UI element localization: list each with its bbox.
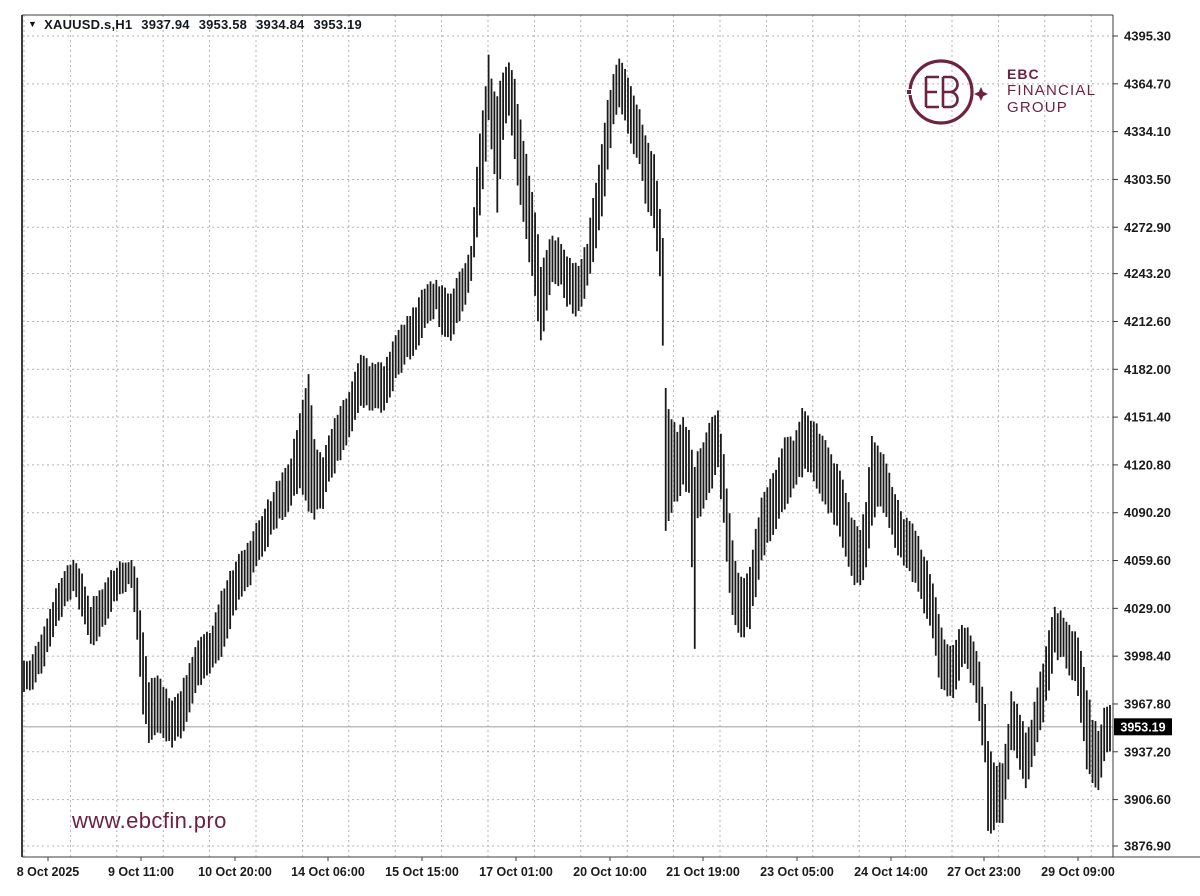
time-axis-label: 8 Oct 2025: [17, 865, 80, 879]
time-axis-label: 14 Oct 06:00: [291, 865, 365, 879]
time-axis-label: 10 Oct 20:00: [198, 865, 272, 879]
logo-line-ebc: EBC: [1007, 66, 1040, 83]
logo-line-financial: FINANCIAL: [1007, 82, 1097, 100]
price-tick-label: 4243.20: [1124, 266, 1171, 281]
price-tick-label: 4303.50: [1124, 172, 1171, 187]
ohlc-high-value: 3953.58: [198, 17, 248, 32]
time-axis-label: 17 Oct 01:00: [479, 865, 553, 879]
time-axis-label: 20 Oct 10:00: [573, 865, 647, 879]
price-tick-label: 4395.30: [1124, 29, 1171, 44]
price-tick-label: 4364.70: [1124, 76, 1171, 91]
price-tick-label: 4059.60: [1124, 553, 1171, 568]
price-tick-label: 4334.10: [1124, 124, 1171, 139]
logo-line-group: GROUP: [1007, 98, 1069, 116]
price-tick-label: 4151.40: [1124, 410, 1171, 425]
price-tick-label: 4090.20: [1124, 505, 1171, 520]
price-tick-label: 4029.00: [1124, 601, 1171, 616]
price-tick-label: 3937.20: [1124, 744, 1171, 759]
price-tick-label: 3998.40: [1124, 649, 1171, 664]
ebc-logo: EBC FINANCIAL GROUP: [905, 56, 1096, 128]
price-tick-label: 3967.80: [1124, 696, 1171, 711]
grid: [22, 15, 1113, 857]
price-tick-label: 3906.60: [1124, 792, 1171, 807]
symbol-dropdown-icon[interactable]: ▼: [28, 19, 38, 29]
price-tick-label: 4212.60: [1124, 314, 1171, 329]
time-axis-label: 23 Oct 05:00: [760, 865, 834, 879]
time-axis-label: 21 Oct 19:00: [666, 865, 740, 879]
time-axis-label: 27 Oct 23:00: [947, 865, 1021, 879]
ohlc-low-value: 3934.84: [256, 17, 305, 32]
time-axis-label: 15 Oct 15:00: [385, 865, 459, 879]
price-tick-label: 3876.90: [1124, 839, 1171, 854]
time-axis-label: 29 Oct 09:00: [1041, 865, 1115, 879]
symbol-period-label: XAUUSD.s,H1: [44, 17, 133, 32]
ebc-logo-mark: [906, 59, 988, 125]
ebc-logo-text: EBC FINANCIAL GROUP: [1007, 67, 1096, 116]
price-tick-label: 4272.90: [1124, 220, 1171, 235]
current-price-badge-label: 3953.19: [1120, 720, 1165, 734]
price-tick-label: 4120.80: [1124, 457, 1171, 472]
ohlc-open-value: 3937.94: [141, 17, 190, 32]
current-price-badge: [1114, 718, 1172, 736]
watermark-text: www.ebcfin.pro: [72, 808, 227, 833]
price-tick-label: 4182.00: [1124, 362, 1171, 377]
time-axis-label: 9 Oct 11:00: [108, 865, 174, 879]
chart-title: ▼ XAUUSD.s,H1 3937.94 3953.58 3934.84 39…: [28, 17, 362, 32]
price-bars: [23, 54, 1111, 834]
price-axis[interactable]: 4395.30 4364.70 4334.10 4303.50 4272.90 4243.…: [1113, 29, 1172, 854]
time-axis-label: 24 Oct 14:00: [854, 865, 928, 879]
time-axis[interactable]: 8 Oct 2025 9 Oct 11:00 10 Oct 20:00 14 Oct …: [17, 857, 1115, 879]
ohlc-close-value: 3953.19: [313, 17, 362, 32]
